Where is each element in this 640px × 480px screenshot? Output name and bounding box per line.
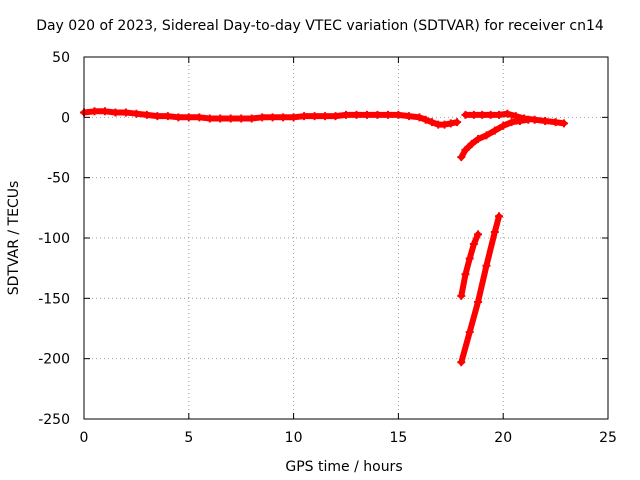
y-tick-label: -100 [38,231,70,247]
data-point [503,109,512,118]
data-point [331,112,340,121]
data-point [490,227,499,236]
data-point [132,109,141,118]
data-point [362,110,371,119]
data-point [551,118,560,127]
y-tick-label: -200 [38,352,70,368]
data-point [153,112,162,121]
data-point [465,328,474,337]
x-tick-label: 0 [80,430,89,446]
data-point [499,121,508,130]
data-point [495,110,504,119]
data-point [559,119,568,128]
chart-title: Day 020 of 2023, Sidereal Day-to-day VTE… [36,18,604,34]
data-point [507,118,516,127]
data-point [474,230,483,239]
plot-frame [83,56,609,420]
data-point [457,153,466,162]
data-point [268,113,277,122]
y-tick-label: -250 [38,412,70,428]
data-point [394,110,403,119]
data-point [482,261,491,270]
data-point [163,112,172,121]
x-tick-label: 15 [389,430,407,446]
data-point [469,110,478,119]
data-point [446,119,455,128]
data-point [174,113,183,122]
data-point [482,131,491,140]
y-tick-label: -50 [47,171,70,187]
data-point [461,270,470,279]
data-point [486,110,495,119]
data-point [427,118,436,127]
data-point [490,126,499,135]
data-point [404,112,413,121]
data-point [342,110,350,119]
data-point [495,212,504,221]
data-point [373,110,382,119]
data-point [453,118,462,127]
data-point [321,112,330,121]
tick-labels: 0 5 10 15 20 25 -250 -200 -150 -100 -50 0 50 [38,50,617,446]
data-point [421,115,430,124]
data-point [205,114,214,123]
data-point [300,112,309,121]
data-point [515,116,524,125]
data-marks [80,107,568,367]
data-point [461,145,470,154]
data-point [90,107,99,116]
data-point [279,113,288,122]
data-point [121,108,130,117]
data-point [465,254,474,263]
y-tick-label: -150 [38,291,70,307]
x-tick-label: 25 [599,430,617,446]
data-point [216,114,225,123]
data-point [100,107,109,116]
data-point [415,113,424,122]
y-tick-label: 0 [61,110,70,126]
data-point [524,115,533,124]
data-point [142,110,151,119]
data-point [474,297,483,306]
x-axis-label: GPS time / hours [285,459,402,475]
x-tick-label: 10 [285,430,303,446]
data-point [111,108,120,117]
data-point [195,113,204,122]
data-point [461,110,470,119]
data-point [289,113,298,122]
data-point [383,110,392,119]
data-point [457,291,466,300]
data-point [352,110,361,119]
data-point [474,135,483,144]
data-point [237,114,246,123]
data-point [541,116,550,125]
series-2-trace [458,116,532,161]
y-tick-label: 50 [52,50,70,66]
data-point [469,240,478,249]
data-point [247,114,256,123]
data-point [310,112,319,121]
data-point [184,113,193,122]
data-point [440,120,449,129]
y-axis-label: SDTVAR / TECUs [6,181,22,296]
x-tick-label: 5 [184,430,193,446]
data-point [478,110,487,119]
data-point [457,358,466,367]
data-point [258,113,267,122]
data-point [226,114,235,123]
x-tick-label: 20 [494,430,512,446]
data-point [467,139,476,148]
